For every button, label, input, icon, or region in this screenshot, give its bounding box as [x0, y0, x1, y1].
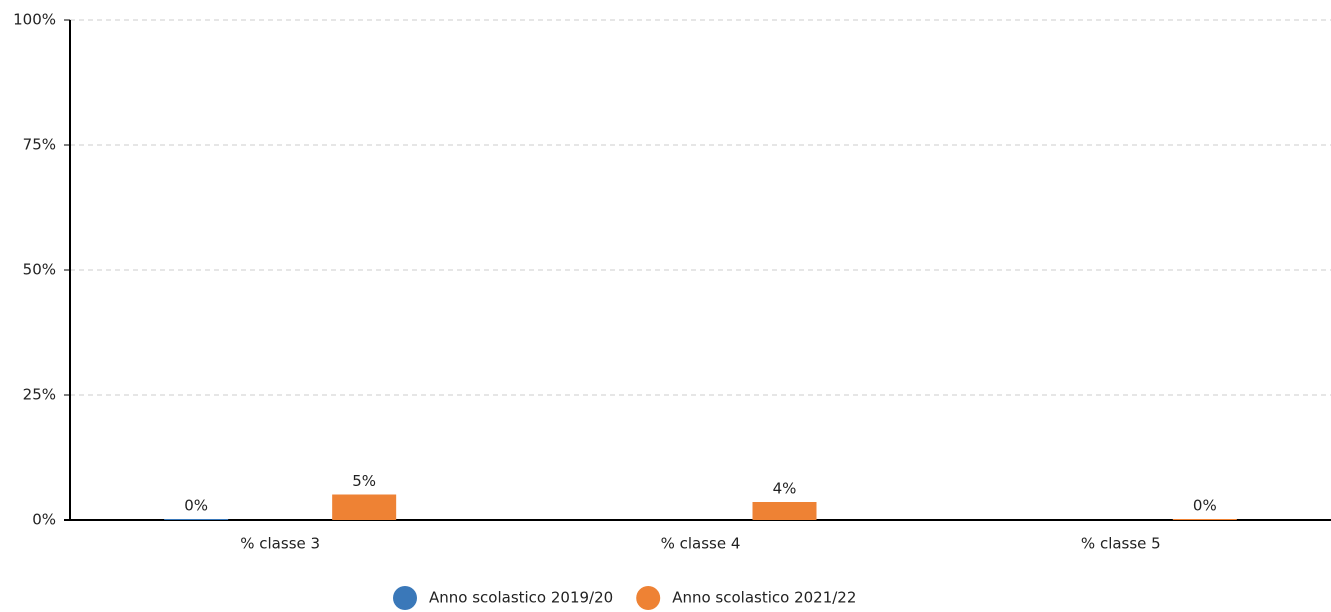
bar	[164, 519, 229, 520]
legend-marker	[636, 586, 661, 610]
x-tick-label: % classe 4	[661, 535, 741, 553]
data-label: 0%	[1193, 497, 1217, 515]
y-tick-label: 0%	[32, 511, 56, 529]
data-label: 0%	[184, 497, 208, 515]
y-tick-label: 25%	[23, 386, 56, 404]
x-tick-label: % classe 3	[240, 535, 320, 553]
legend-label: Anno scolastico 2021/22	[672, 589, 856, 607]
legend-marker	[393, 586, 417, 610]
legend-label: Anno scolastico 2019/20	[429, 589, 613, 607]
x-tick-label: % classe 5	[1081, 535, 1161, 553]
bar	[1172, 519, 1237, 520]
bar	[752, 502, 817, 520]
data-label: 5%	[352, 472, 376, 490]
y-tick-label: 50%	[23, 261, 56, 279]
data-label: 4%	[773, 480, 797, 498]
bar	[332, 494, 397, 520]
y-tick-label: 75%	[23, 136, 56, 154]
y-tick-label: 100%	[13, 11, 56, 29]
